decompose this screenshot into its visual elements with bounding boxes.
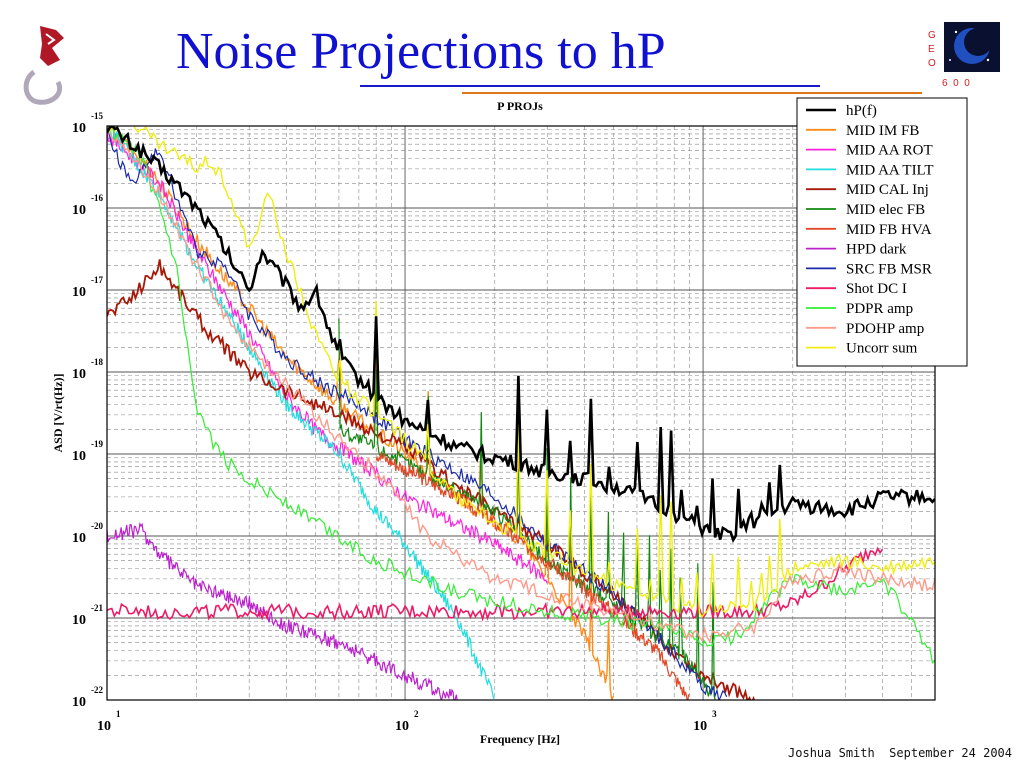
series-line-src-fb-msr — [107, 130, 728, 700]
svg-text:O: O — [928, 58, 936, 69]
y-tick-label: 10 — [72, 613, 86, 628]
legend-label: SRC FB MSR — [846, 261, 932, 277]
series-line-mid-aa-tilt — [108, 126, 495, 699]
y-tick-label: 10 — [72, 285, 86, 300]
y-tick-exponent: -15 — [91, 111, 103, 121]
logo-right: G E O 6 0 0 — [926, 20, 1006, 97]
series-line-pdpr-amp — [107, 126, 935, 664]
legend-label: MID AA ROT — [846, 143, 933, 159]
legend-label: MID IM FB — [846, 123, 919, 139]
y-tick-label: 10 — [72, 203, 86, 218]
y-axis-title: ASD [V/rt(Hz)] — [51, 374, 65, 453]
x-tick-label: 10 — [97, 719, 111, 734]
y-tick-exponent: -20 — [91, 521, 103, 531]
series-line-uncorr-sum — [107, 126, 935, 619]
y-tick-label: 10 — [72, 695, 86, 710]
x-tick-label: 10 — [693, 719, 707, 734]
slide-title: Noise Projections to hP — [176, 23, 666, 80]
title-underline-secondary — [462, 92, 922, 94]
y-tick-label: 10 — [72, 531, 86, 546]
y-tick-exponent: -17 — [91, 275, 103, 285]
series-line-pdohp-amp — [107, 129, 935, 644]
series-line-mid-fb-hva — [375, 452, 690, 700]
svg-text:G: G — [928, 30, 936, 41]
x-tick-exponent: 2 — [414, 709, 419, 719]
y-tick-exponent: -21 — [91, 603, 103, 613]
svg-text:6 0 0: 6 0 0 — [942, 78, 970, 89]
x-tick-label: 10 — [395, 719, 409, 734]
chart-title: P PROJs — [497, 99, 543, 113]
legend-label: MID AA TILT — [846, 162, 934, 178]
legend-label: MID FB HVA — [846, 222, 932, 238]
y-tick-exponent: -16 — [91, 193, 103, 203]
series-lines — [107, 126, 935, 700]
legend-label: MID elec FB — [846, 202, 925, 218]
legend-label: MID CAL Inj — [846, 182, 929, 198]
y-tick-exponent: -19 — [91, 439, 103, 449]
footer-text: Joshua Smith September 24 2004 — [788, 746, 1012, 760]
logo-left — [18, 20, 76, 113]
legend-label: Uncorr sum — [846, 341, 918, 357]
tick-labels: 10 -15 10 -16 10 -17 10 -18 10 -19 10 -20 10 -21 10 -22… — [72, 111, 717, 734]
legend: hP(f) MID IM FB MID AA ROT MID AA TILT MID C… — [796, 97, 968, 367]
plot-frame — [106, 125, 936, 701]
y-tick-label: 10 — [72, 449, 86, 464]
svg-text:E: E — [928, 44, 935, 55]
legend-label: Shot DC I — [846, 281, 907, 297]
y-tick-label: 10 — [72, 121, 86, 136]
title-underline — [360, 85, 820, 87]
legend-label: hP(f) — [846, 103, 877, 119]
legend-label: PDPR amp — [846, 301, 913, 317]
legend-label: HPD dark — [846, 242, 907, 258]
x-tick-exponent: 1 — [116, 709, 121, 719]
y-tick-exponent: -22 — [91, 685, 103, 695]
series-line-hp-f- — [107, 126, 935, 543]
y-tick-exponent: -18 — [91, 357, 103, 367]
x-tick-exponent: 3 — [712, 709, 717, 719]
legend-label: PDOHP amp — [846, 321, 924, 337]
series-line-hpd-dark — [107, 522, 458, 700]
legend-box — [796, 97, 968, 367]
x-axis-title: Frequency [Hz] — [480, 732, 560, 746]
y-tick-label: 10 — [72, 367, 86, 382]
